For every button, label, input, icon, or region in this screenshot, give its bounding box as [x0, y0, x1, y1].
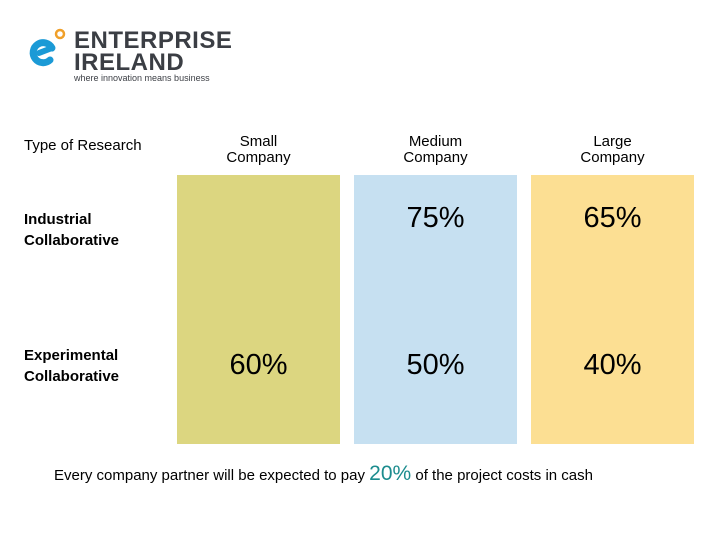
footer-percentage: 20% [369, 462, 412, 485]
large-company-header: Large Company [580, 133, 645, 166]
small-company-header: Small Company [226, 133, 291, 166]
large-company-column [531, 175, 694, 444]
logo-text-line1: ENTERPRISE [74, 27, 233, 54]
footer-suffix: of the project costs in cash [415, 467, 593, 484]
logo-text-line2: IRELAND [74, 49, 185, 76]
industrial-large-value: 65% [583, 202, 642, 234]
footer-prefix: Every company partner will be expected t… [54, 467, 365, 484]
experimental-small-value: 60% [229, 349, 288, 381]
experimental-medium-value: 50% [406, 349, 465, 381]
medium-company-column [354, 175, 517, 444]
type-of-research-header: Type of Research [24, 137, 142, 154]
enterprise-ireland-logo: ENTERPRISE IRELAND where innovation mean… [22, 26, 232, 86]
industrial-medium-value: 75% [406, 202, 465, 234]
industrial-collaborative-label: Industrial Collaborative [24, 211, 120, 249]
logo-tagline: where innovation means business [74, 73, 210, 83]
small-company-column [177, 175, 340, 444]
cash-contribution-note: Every company partner will be expected t… [54, 462, 593, 486]
logo-swirl-icon [29, 28, 66, 67]
experimental-collaborative-label: Experimental Collaborative [24, 347, 120, 385]
medium-company-header: Medium Company [403, 133, 468, 166]
experimental-large-value: 40% [583, 349, 642, 381]
